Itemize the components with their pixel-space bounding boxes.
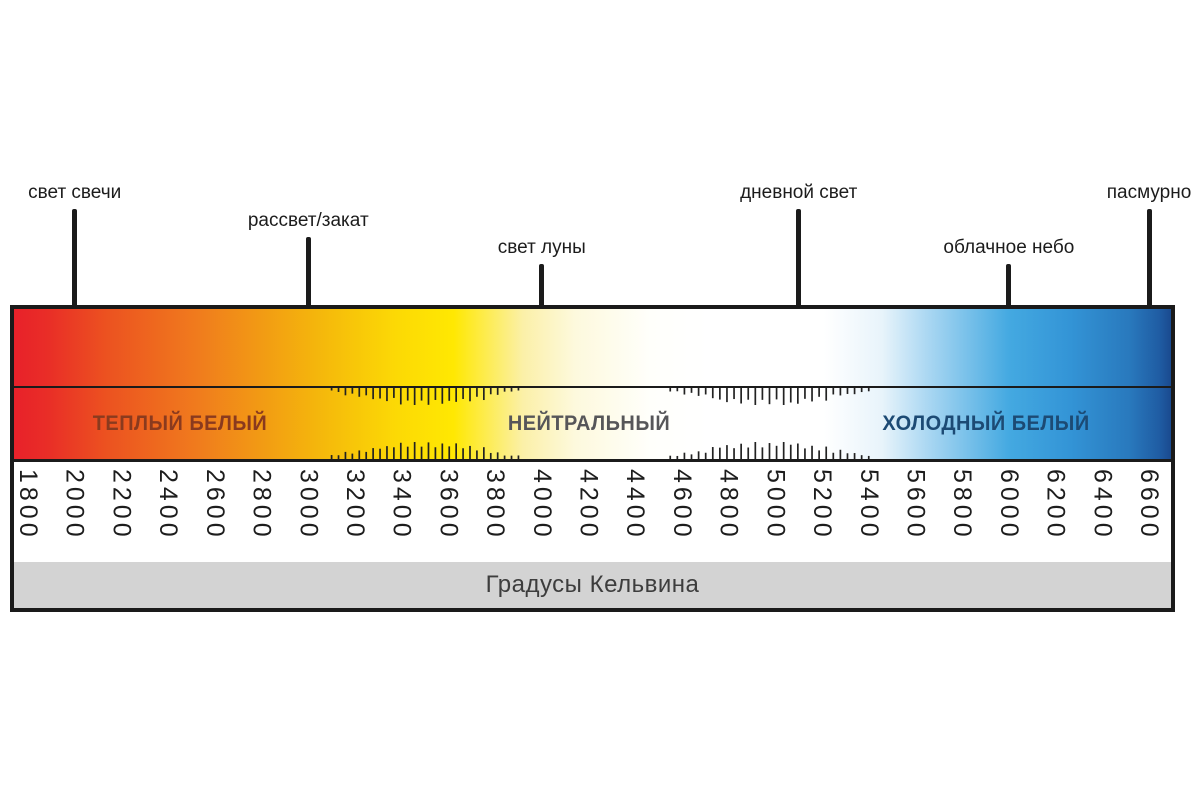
marker-label: свет луны (497, 237, 586, 258)
kelvin-tick-label: 4200 (574, 469, 603, 541)
marker-label: дневной свет (740, 182, 858, 203)
marker-line (72, 209, 78, 347)
marker-line (1146, 209, 1152, 347)
kelvin-tick-label: 2400 (154, 469, 183, 541)
kelvin-tick-label: 6000 (994, 469, 1023, 541)
kelvin-tick-label: 5200 (808, 469, 837, 541)
kelvin-tick-label: 6400 (1088, 469, 1117, 541)
zone-label: ТЕПЛЫЙ БЕЛЫЙ (92, 412, 268, 435)
marker-label: свет свечи (28, 182, 122, 203)
kelvin-tick-label: 2600 (200, 469, 229, 541)
kelvin-axis: 1800 2000 2200 2400 2600 2800 3000 3200 3400 3600… (14, 462, 1171, 562)
zone-divider-line (14, 386, 1171, 388)
kelvin-tick-label: 3400 (387, 469, 416, 541)
kelvin-tick-label: 3600 (434, 469, 463, 541)
transition-ticks (14, 386, 1171, 459)
chart-box: ТЕПЛЫЙ БЕЛЫЙ НЕЙТРАЛЬНЫЙ ХОЛОДНЫЙ БЕЛЫЙ 18… (10, 305, 1175, 612)
kelvin-tick-label: 3000 (294, 469, 323, 541)
marker-line (305, 237, 311, 347)
kelvin-tick-label: 1800 (14, 469, 42, 541)
chart-title: Градусы Кельвина (485, 571, 700, 598)
kelvin-tick-label: 2000 (60, 469, 89, 541)
marker-label: облачное небо (943, 237, 1075, 258)
kelvin-tick-label: 4400 (621, 469, 650, 541)
kelvin-tick-label: 2800 (247, 469, 276, 541)
kelvin-tick-label: 2200 (107, 469, 136, 541)
kelvin-tick-label: 3800 (481, 469, 510, 541)
color-temperature-gradient: ТЕПЛЫЙ БЕЛЫЙ НЕЙТРАЛЬНЫЙ ХОЛОДНЫЙ БЕЛЫЙ (14, 309, 1171, 462)
kelvin-tick-label: 5600 (901, 469, 930, 541)
marker-line (796, 209, 802, 347)
kelvin-tick-label: 4800 (714, 469, 743, 541)
kelvin-tick-label: 6600 (1135, 469, 1163, 541)
marker-label: пасмурно (1106, 182, 1192, 203)
marker-label: рассвет/закат (247, 210, 369, 231)
zone-label: ХОЛОДНЫЙ БЕЛЫЙ (881, 412, 1090, 435)
kelvin-tick-label: 5800 (948, 469, 977, 541)
kelvin-tick-label: 6200 (1041, 469, 1070, 541)
kelvin-tick-label: 5400 (854, 469, 883, 541)
zone-label: НЕЙТРАЛЬНЫЙ (507, 412, 670, 435)
title-bar: Градусы Кельвина (14, 562, 1171, 608)
kelvin-tick-label: 4600 (667, 469, 696, 541)
kelvin-tick-label: 5000 (761, 469, 790, 541)
kelvin-tick-label: 3200 (340, 469, 369, 541)
kelvin-tick-label: 4000 (527, 469, 556, 541)
